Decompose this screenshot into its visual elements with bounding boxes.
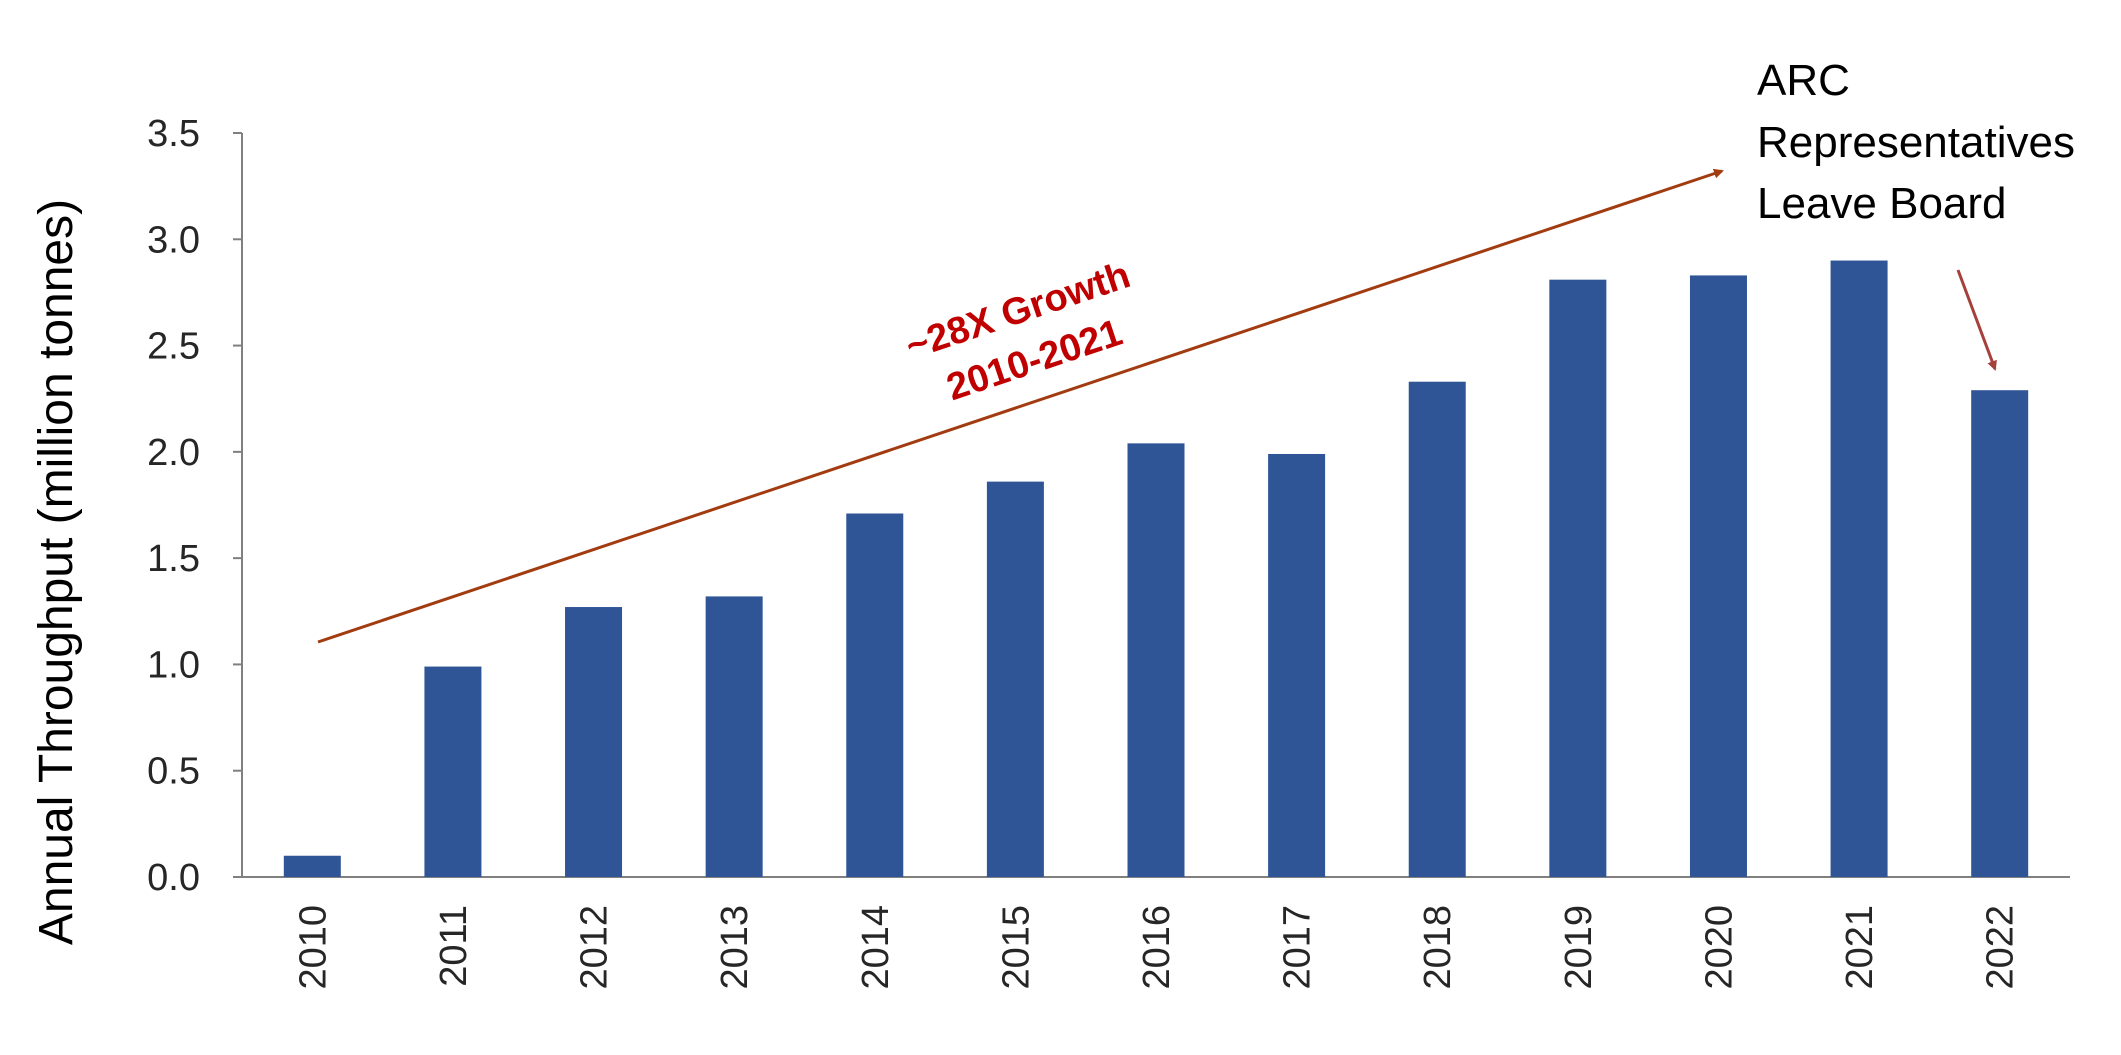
- bar-2013: [705, 596, 763, 877]
- bar-2016: [1127, 443, 1185, 877]
- x-tick-label: 2015: [995, 905, 1037, 990]
- bar-2022: [1971, 390, 2029, 877]
- x-tick-label: 2012: [574, 905, 616, 990]
- bar-2015: [986, 481, 1044, 877]
- bar-2020: [1689, 275, 1747, 877]
- x-tick-label: 2011: [433, 905, 475, 987]
- board-note-line2: Representatives: [1757, 118, 2075, 167]
- growth-annotation: ~28X Growth 2010-2021: [901, 254, 1136, 409]
- bar-2017: [1268, 453, 1326, 877]
- y-axis-title: Annual Throughput (million tonnes): [30, 199, 83, 945]
- x-tick-label: 2018: [1417, 905, 1459, 990]
- y-tick-label: 1.0: [147, 644, 200, 686]
- x-tick-label: 2017: [1277, 905, 1319, 990]
- bars: [283, 260, 2029, 877]
- growth-trend-arrow: [317, 168, 1724, 644]
- x-tick-label: 2022: [1980, 905, 2022, 990]
- board-note: ARC Representatives Leave Board: [1757, 56, 2075, 228]
- bar-2018: [1408, 381, 1466, 877]
- y-tick-label: 0.0: [147, 857, 200, 899]
- y-tick-label: 3.5: [147, 113, 200, 155]
- bar-2010: [283, 855, 341, 877]
- bar-2011: [424, 666, 482, 877]
- board-note-line3: Leave Board: [1757, 179, 2007, 228]
- bar-2012: [565, 607, 623, 877]
- y-tick-label: 0.5: [147, 751, 200, 793]
- y-tick-label: 2.0: [147, 432, 200, 474]
- y-tick-label: 2.5: [147, 326, 200, 368]
- bar-2021: [1830, 260, 1888, 877]
- x-tick-label: 2014: [855, 905, 897, 990]
- x-tick-label: 2019: [1558, 905, 1600, 990]
- bar-2014: [846, 513, 904, 877]
- y-ticks: 0.0 0.5 1.0 1.5 2.0 2.5 3.0 3.5: [147, 113, 242, 899]
- y-tick-label: 3.0: [147, 219, 200, 261]
- bar-2019: [1549, 279, 1607, 877]
- y-tick-label: 1.5: [147, 538, 200, 580]
- x-tick-label: 2016: [1136, 905, 1178, 990]
- x-tick-label: 2021: [1839, 905, 1881, 990]
- board-note-arrow: [1956, 269, 1997, 371]
- board-note-line1: ARC: [1757, 56, 1850, 105]
- x-tick-labels: 2010 2011 2012 2013 2014 2015 2016 2017 2018 2019…: [292, 905, 2021, 990]
- x-tick-label: 2020: [1698, 905, 1740, 990]
- x-tick-label: 2013: [714, 905, 756, 990]
- x-tick-label: 2010: [292, 905, 334, 990]
